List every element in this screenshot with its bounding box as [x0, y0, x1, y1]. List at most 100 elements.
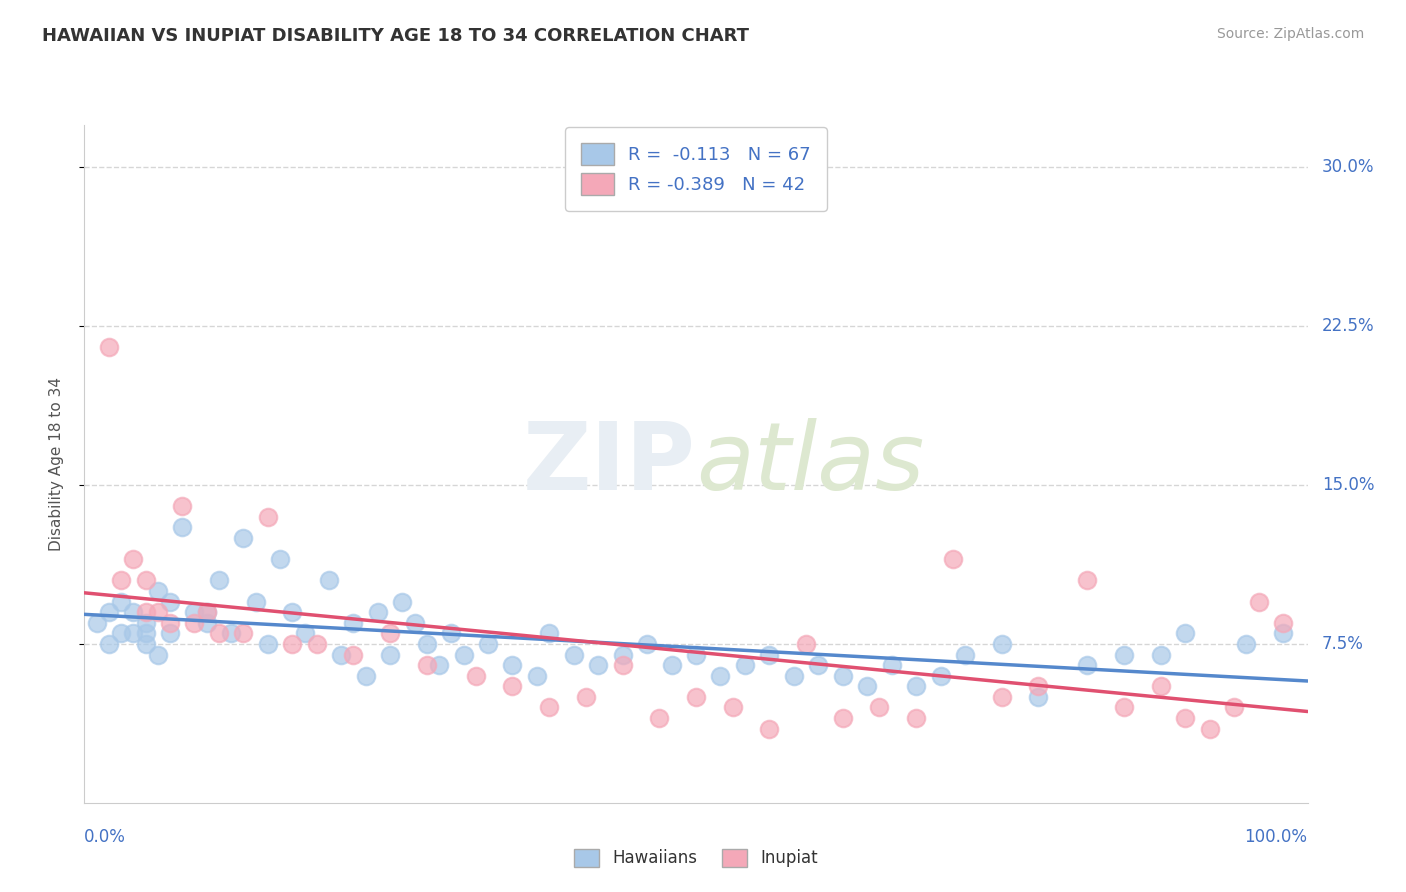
- Point: [380, 648, 402, 662]
- Point: [586, 658, 609, 673]
- Point: [110, 574, 132, 588]
- Point: [159, 594, 181, 608]
- Point: [97, 637, 120, 651]
- Point: [380, 626, 402, 640]
- Point: [856, 679, 879, 693]
- Point: [219, 626, 242, 640]
- Point: [195, 605, 218, 619]
- Point: [159, 615, 181, 630]
- Point: [257, 637, 280, 651]
- Point: [281, 605, 304, 619]
- Point: [1150, 679, 1173, 693]
- Point: [135, 626, 157, 640]
- Point: [86, 615, 108, 630]
- Point: [453, 648, 475, 662]
- Point: [183, 615, 205, 630]
- Point: [342, 648, 364, 662]
- Point: [685, 648, 707, 662]
- Point: [880, 658, 903, 673]
- Point: [135, 605, 157, 619]
- Point: [172, 520, 194, 534]
- Point: [734, 658, 756, 673]
- Point: [1174, 626, 1197, 640]
- Point: [794, 637, 817, 651]
- Point: [783, 669, 806, 683]
- Point: [146, 605, 169, 619]
- Point: [1234, 637, 1257, 651]
- Point: [1028, 679, 1050, 693]
- Point: [269, 552, 291, 566]
- Point: [172, 500, 194, 514]
- Text: 15.0%: 15.0%: [1322, 476, 1374, 494]
- Point: [991, 690, 1014, 704]
- Point: [1028, 690, 1050, 704]
- Legend: Hawaiians, Inupiat: Hawaiians, Inupiat: [565, 840, 827, 876]
- Point: [1174, 711, 1197, 725]
- Point: [208, 574, 231, 588]
- Point: [905, 711, 928, 725]
- Point: [122, 626, 145, 640]
- Point: [831, 669, 853, 683]
- Point: [685, 690, 707, 704]
- Point: [575, 690, 598, 704]
- Point: [294, 626, 316, 640]
- Point: [1247, 594, 1270, 608]
- Point: [146, 648, 169, 662]
- Point: [122, 552, 145, 566]
- Point: [342, 615, 364, 630]
- Point: [612, 648, 634, 662]
- Point: [721, 700, 744, 714]
- Point: [135, 615, 157, 630]
- Point: [427, 658, 450, 673]
- Point: [636, 637, 658, 651]
- Point: [526, 669, 548, 683]
- Point: [501, 679, 523, 693]
- Point: [330, 648, 353, 662]
- Point: [477, 637, 499, 651]
- Point: [709, 669, 731, 683]
- Point: [612, 658, 634, 673]
- Point: [538, 626, 561, 640]
- Point: [354, 669, 377, 683]
- Point: [1076, 574, 1098, 588]
- Point: [991, 637, 1014, 651]
- Point: [1114, 700, 1136, 714]
- Point: [281, 637, 304, 651]
- Point: [391, 594, 413, 608]
- Point: [1272, 615, 1295, 630]
- Point: [1272, 626, 1295, 640]
- Point: [416, 658, 439, 673]
- Text: atlas: atlas: [696, 418, 924, 509]
- Point: [1076, 658, 1098, 673]
- Text: Source: ZipAtlas.com: Source: ZipAtlas.com: [1216, 27, 1364, 41]
- Point: [97, 340, 120, 354]
- Text: HAWAIIAN VS INUPIAT DISABILITY AGE 18 TO 34 CORRELATION CHART: HAWAIIAN VS INUPIAT DISABILITY AGE 18 TO…: [42, 27, 749, 45]
- Point: [562, 648, 585, 662]
- Point: [661, 658, 683, 673]
- Point: [367, 605, 389, 619]
- Point: [416, 637, 439, 651]
- Point: [195, 605, 218, 619]
- Point: [159, 626, 181, 640]
- Text: 30.0%: 30.0%: [1322, 158, 1374, 177]
- Point: [183, 605, 205, 619]
- Text: 22.5%: 22.5%: [1322, 318, 1374, 335]
- Point: [135, 574, 157, 588]
- Point: [135, 637, 157, 651]
- Point: [464, 669, 486, 683]
- Point: [440, 626, 463, 640]
- Y-axis label: Disability Age 18 to 34: Disability Age 18 to 34: [49, 376, 63, 551]
- Point: [110, 594, 132, 608]
- Point: [318, 574, 340, 588]
- Point: [195, 615, 218, 630]
- Point: [1150, 648, 1173, 662]
- Point: [305, 637, 328, 651]
- Point: [257, 509, 280, 524]
- Point: [232, 626, 254, 640]
- Point: [208, 626, 231, 640]
- Point: [831, 711, 853, 725]
- Point: [758, 648, 780, 662]
- Point: [1223, 700, 1246, 714]
- Point: [1114, 648, 1136, 662]
- Point: [146, 583, 169, 598]
